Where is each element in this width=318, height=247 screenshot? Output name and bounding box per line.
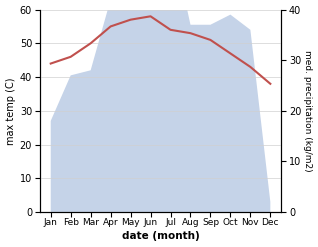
Y-axis label: max temp (C): max temp (C): [5, 77, 16, 144]
Y-axis label: med. precipitation (kg/m2): med. precipitation (kg/m2): [303, 50, 313, 172]
X-axis label: date (month): date (month): [122, 231, 199, 242]
